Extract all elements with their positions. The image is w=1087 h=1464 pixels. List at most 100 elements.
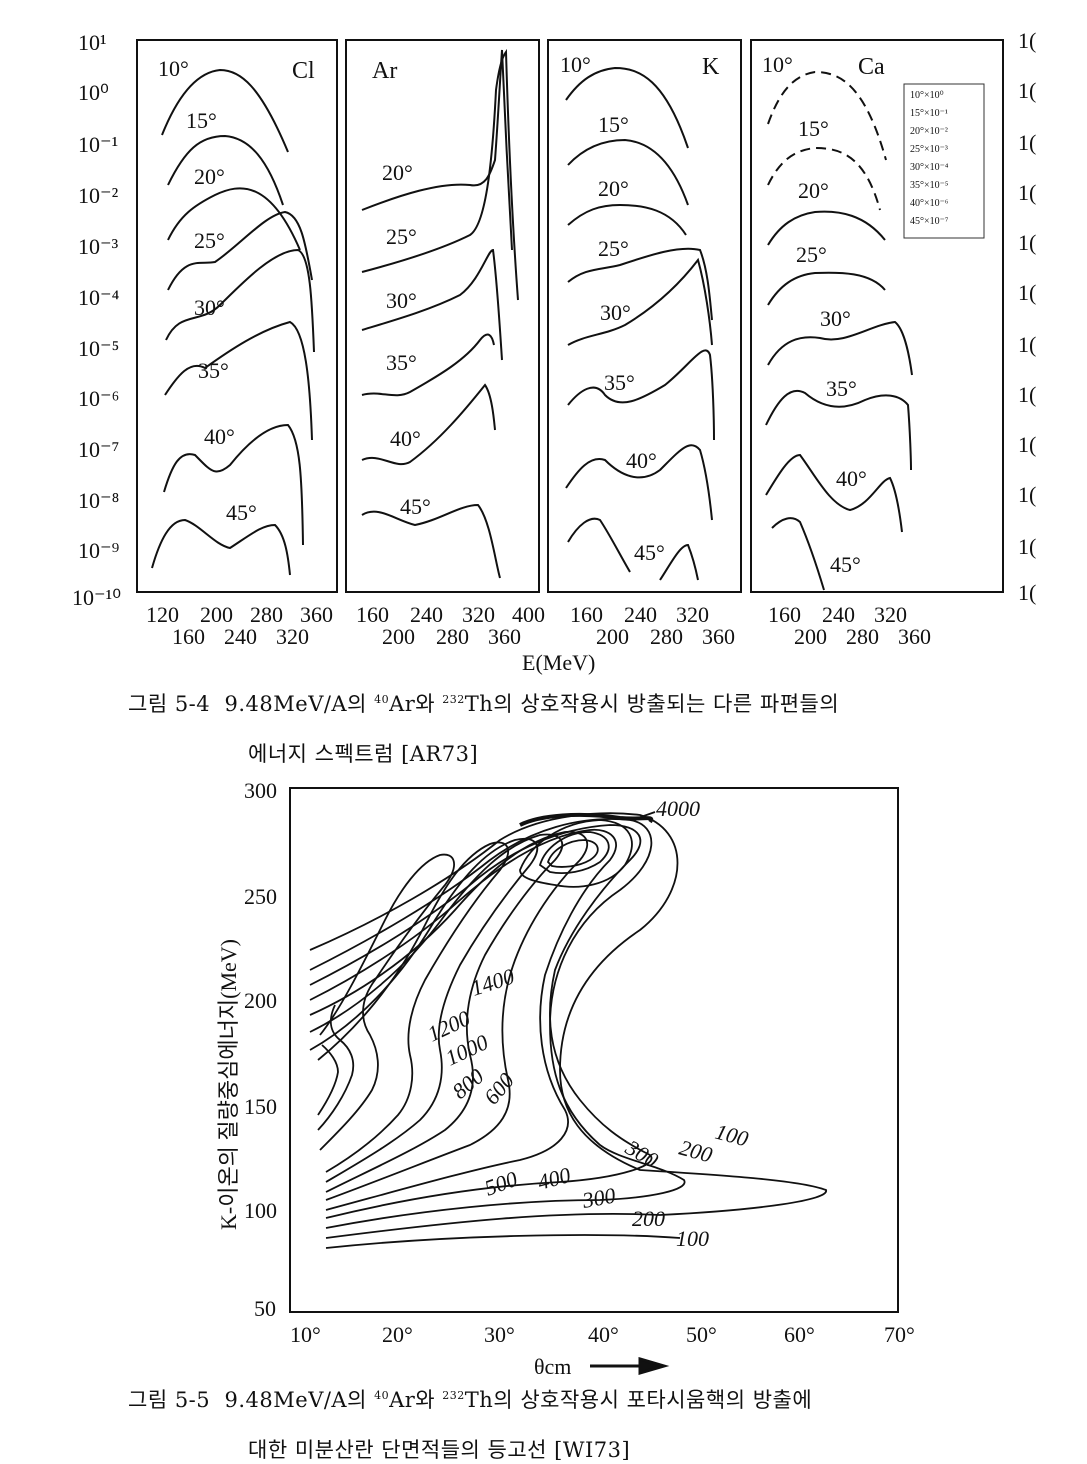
angle-label: 20° (598, 176, 629, 201)
x-axis: 10° 20° 30° 40° 50° 60° 70° (290, 1322, 915, 1347)
angle-label: 30° (386, 288, 417, 313)
contour-label: 100 (713, 1119, 751, 1152)
contour-line (309, 833, 564, 1193)
panel-frame-k (547, 39, 742, 593)
spectrum-curve (659, 543, 699, 581)
angle-label: 10° (762, 52, 793, 77)
panel-frame-ar (345, 39, 540, 593)
spectrum-curve (767, 70, 887, 161)
y-tick-label: 1( (1018, 28, 1036, 53)
angle-label: 45° (226, 500, 257, 525)
x-tick-label: 240 (822, 602, 855, 627)
x-tick-label: 200 (200, 602, 233, 627)
y-tick-label: 100 (244, 1198, 277, 1223)
contour-label: 200 (677, 1135, 715, 1168)
spectrum-curve (361, 383, 496, 465)
legend-entry: 15°×10⁻¹ (910, 108, 948, 119)
y-tick-label: 1( (1018, 230, 1036, 255)
angle-label: 35° (198, 358, 229, 383)
figure-caption-5-4-line2: 에너지 스펙트럼 [AR73] (248, 742, 479, 766)
angle-label: 20° (194, 164, 225, 189)
x-tick-label: 160 (356, 602, 389, 627)
spectrum-curve (567, 257, 713, 346)
caption-text: Ar와 (389, 692, 443, 716)
y-tick-label: 10⁻⁶ (78, 386, 119, 411)
y-tick-label: 10⁻¹ (78, 132, 118, 157)
y-axis-label: K-이온의 질량중심에너지(MeV) (216, 939, 241, 1230)
right-y-axis: 1( 1( 1( 1( 1( 1( 1( 1( 1( 1( 1( 1( (1018, 28, 1036, 605)
angle-label: 45° (830, 552, 861, 577)
x-tick-label: 280 (436, 624, 469, 649)
x-tick-label: 120 (146, 602, 179, 627)
y-tick-label: 1( (1018, 180, 1036, 205)
y-tick-label: 10⁰ (78, 80, 109, 105)
x-tick-label: 320 (676, 602, 709, 627)
spectrum-curve (767, 146, 881, 211)
spectrum-curve (163, 423, 304, 546)
cl-angle-labels: 10° 15° 20° 25° 30° 35° 40° 45° (158, 56, 257, 525)
spectrum-curve (567, 247, 713, 321)
ca-angle-labels: 10° 15° 20° 25° 30° 35° 40° 45° (762, 52, 867, 577)
caption-label: 그림 5-4 (128, 692, 211, 716)
arrow-icon (590, 1357, 670, 1375)
y-tick-label: 1( (1018, 78, 1036, 103)
x-tick-label: 280 (250, 602, 283, 627)
x-axis-label: E(MeV) (522, 650, 595, 675)
contour-lines (309, 811, 827, 1249)
contour-labels: 4000 1400 1200 1000 800 600 500 400 300 … (424, 796, 752, 1251)
cl-spectra (151, 68, 315, 576)
left-y-axis: 10¹ 10⁰ 10⁻¹ 10⁻² 10⁻³ 10⁻⁴ 10⁻⁵ 10⁻⁶ 10… (72, 30, 121, 610)
spectrum-curve (167, 187, 301, 251)
x-tick-label: 360 (488, 624, 521, 649)
spectrum-curve (361, 49, 513, 251)
y-tick-label: 1( (1018, 130, 1036, 155)
contour-label: 400 (535, 1162, 573, 1195)
panel-element-label: Ar (372, 58, 397, 84)
contour-line (538, 831, 610, 875)
x-tick-label: 200 (596, 624, 629, 649)
x-tick-label: 200 (382, 624, 415, 649)
angle-label: 30° (194, 295, 225, 320)
spectrum-curve (567, 517, 631, 573)
contour-line (637, 811, 656, 819)
x-tick-labels: 120 200 280 360 160 240 320 160 240 320 … (146, 602, 931, 649)
contour-figure: 300 250 200 150 100 50 K-이온의 질량중심에너지(MeV… (216, 778, 915, 1379)
angle-label: 40° (626, 448, 657, 473)
panel-element-label: Ca (858, 54, 885, 80)
angle-label: 20° (382, 160, 413, 185)
contour-line (317, 1044, 339, 1116)
y-tick-label: 10⁻⁸ (78, 488, 119, 513)
k-angle-labels: 10° 15° 20° 25° 30° 35° 40° 45° (560, 52, 665, 565)
x-tick-label: 240 (410, 602, 443, 627)
plot-frame (289, 787, 899, 1313)
legend-entry: 25°×10⁻³ (910, 144, 948, 155)
panel-frame-ca (750, 39, 1004, 593)
contour-label: 1400 (468, 963, 518, 1000)
legend-entry: 30°×10⁻⁴ (910, 162, 949, 173)
angle-label: 45° (400, 494, 431, 519)
y-tick-label: 250 (244, 884, 277, 909)
k-spectra (565, 66, 715, 581)
angle-label: 20° (798, 178, 829, 203)
spectrum-curve (167, 134, 284, 206)
mass-number: 232 (442, 1389, 465, 1402)
spectrum-curve (567, 203, 687, 236)
legend-entries: 10°×10⁰ 15°×10⁻¹ 20°×10⁻² 25°×10⁻³ 30°×1… (910, 90, 949, 227)
angle-label: 15° (598, 112, 629, 137)
contour-line (309, 828, 617, 1211)
contour-line (319, 853, 455, 1151)
x-tick-label: 240 (224, 624, 257, 649)
caption-text: 9.48MeV/A의 (224, 1388, 375, 1412)
angle-label: 10° (560, 52, 591, 77)
spectrum-curve (765, 390, 912, 471)
spectrum-curve (767, 320, 913, 376)
figure-caption-5-4: 그림 5-4 9.48MeV/A의 40Ar와 232Th의 상호작용시 방출되… (128, 688, 839, 718)
y-tick-label: 1( (1018, 382, 1036, 407)
contour-line (309, 818, 686, 1229)
contour-label: 500 (481, 1166, 521, 1201)
contour-label: 200 (632, 1206, 665, 1231)
legend-entry: 10°×10⁰ (910, 90, 944, 101)
x-axis-label: θcm (534, 1354, 571, 1379)
angle-label: 40° (836, 466, 867, 491)
caption-text: Ar와 (389, 1388, 443, 1412)
